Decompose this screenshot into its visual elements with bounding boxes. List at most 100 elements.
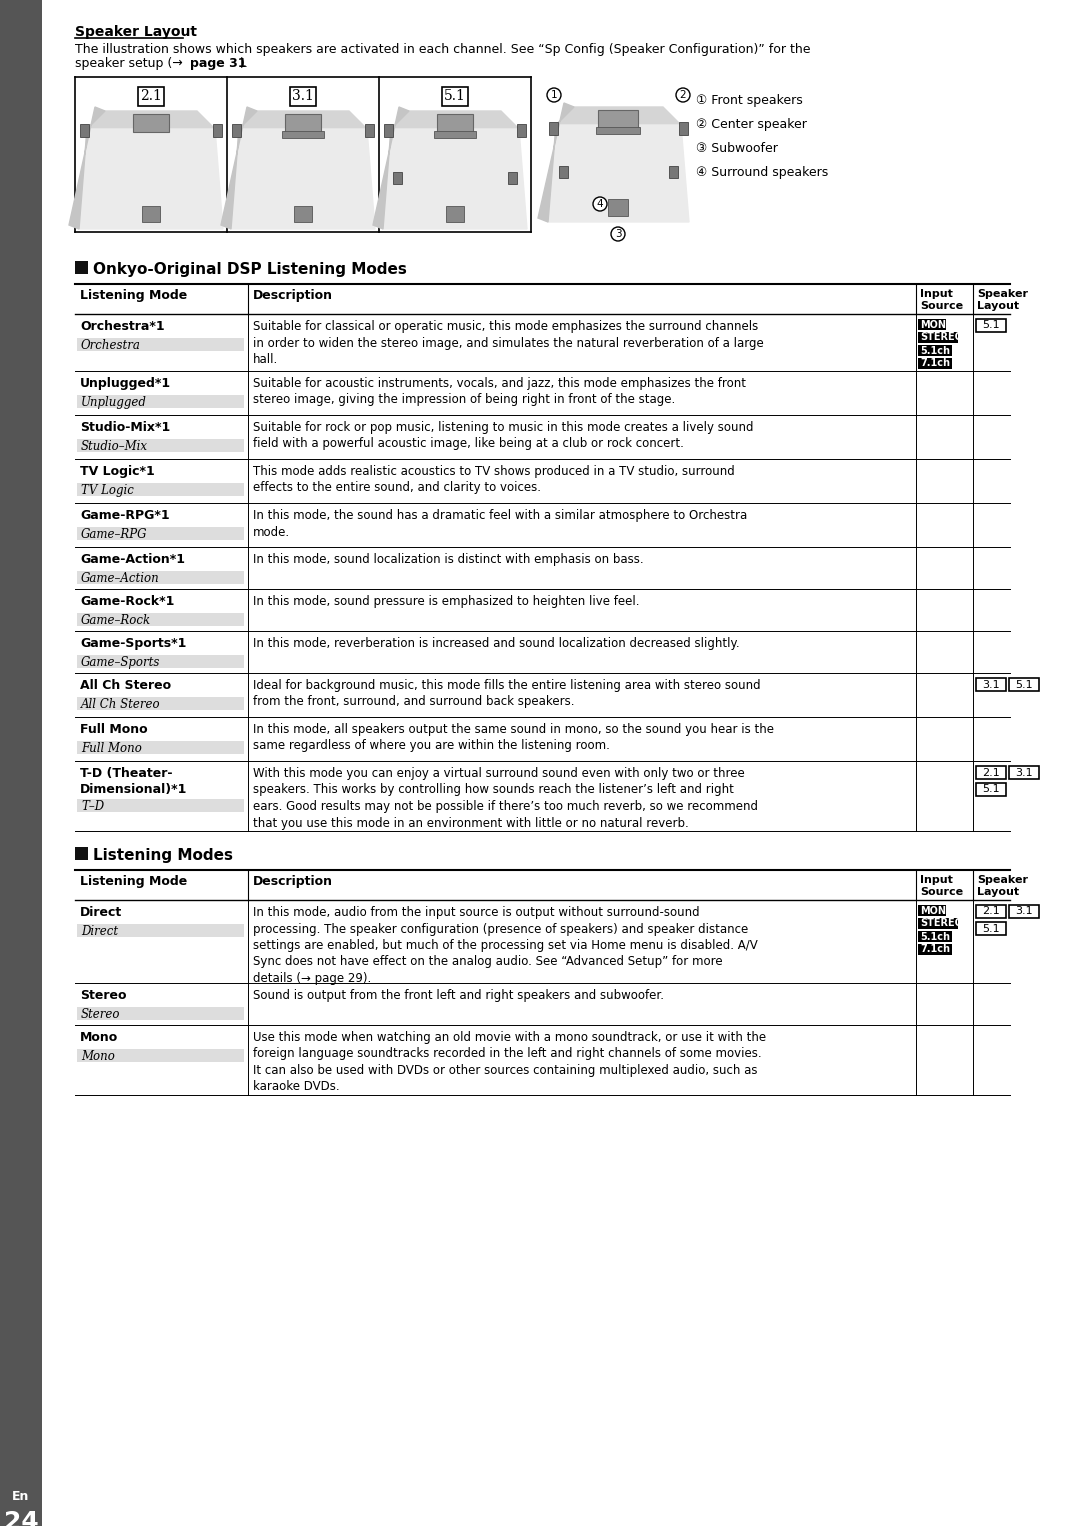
Bar bbox=[1009, 905, 1039, 919]
Text: 7.1ch: 7.1ch bbox=[920, 359, 950, 368]
Text: 3.1: 3.1 bbox=[292, 89, 314, 102]
Text: Mono: Mono bbox=[81, 1050, 114, 1064]
Bar bbox=[77, 1007, 244, 1019]
Text: T–D: T–D bbox=[81, 800, 104, 813]
Text: In this mode, sound pressure is emphasized to heighten live feel.: In this mode, sound pressure is emphasiz… bbox=[253, 595, 639, 607]
Polygon shape bbox=[221, 107, 257, 229]
Bar bbox=[77, 395, 244, 407]
Bar bbox=[517, 124, 526, 137]
Text: 24: 24 bbox=[3, 1511, 39, 1526]
Polygon shape bbox=[548, 125, 689, 221]
Bar bbox=[596, 127, 640, 134]
Bar bbox=[77, 1048, 244, 1062]
Text: Game–Sports: Game–Sports bbox=[81, 656, 160, 668]
Text: Studio-Mix*1: Studio-Mix*1 bbox=[80, 421, 171, 433]
Bar bbox=[77, 571, 244, 584]
Text: Orchestra: Orchestra bbox=[81, 339, 140, 353]
Circle shape bbox=[676, 89, 690, 102]
Text: Mono: Mono bbox=[80, 1032, 118, 1044]
Text: speaker setup (→: speaker setup (→ bbox=[75, 56, 187, 70]
Text: ② Center speaker: ② Center speaker bbox=[696, 118, 807, 131]
Text: ① Front speakers: ① Front speakers bbox=[696, 95, 802, 107]
Polygon shape bbox=[239, 111, 367, 130]
Text: Full Mono: Full Mono bbox=[81, 742, 141, 755]
Text: ③ Subwoofer: ③ Subwoofer bbox=[696, 142, 778, 156]
Bar bbox=[434, 131, 476, 137]
Bar bbox=[976, 922, 1005, 935]
Text: Speaker Layout: Speaker Layout bbox=[75, 24, 197, 40]
Bar bbox=[77, 526, 244, 540]
Text: En: En bbox=[12, 1489, 29, 1503]
Text: Onkyo-Original DSP Listening Modes: Onkyo-Original DSP Listening Modes bbox=[93, 262, 407, 278]
Text: In this mode, reverberation is increased and sound localization decreased slight: In this mode, reverberation is increased… bbox=[253, 636, 740, 650]
Text: 2: 2 bbox=[679, 90, 686, 101]
Bar bbox=[918, 345, 951, 356]
Text: page 31: page 31 bbox=[190, 56, 246, 70]
Text: Ideal for background music, this mode fills the entire listening area with stere: Ideal for background music, this mode fi… bbox=[253, 679, 760, 708]
Bar bbox=[976, 319, 1005, 333]
Bar bbox=[77, 925, 244, 937]
Text: Speaker
Layout: Speaker Layout bbox=[977, 288, 1028, 311]
Text: 5.1: 5.1 bbox=[982, 784, 1000, 795]
Text: Listening Modes: Listening Modes bbox=[93, 848, 233, 864]
Text: Sound is output from the front left and right speakers and subwoofer.: Sound is output from the front left and … bbox=[253, 989, 664, 1003]
Text: ④ Surround speakers: ④ Surround speakers bbox=[696, 166, 828, 179]
Text: T-D (Theater-
Dimensional)*1: T-D (Theater- Dimensional)*1 bbox=[80, 768, 187, 795]
Text: Use this mode when watching an old movie with a mono soundtrack, or use it with : Use this mode when watching an old movie… bbox=[253, 1032, 766, 1094]
Bar bbox=[384, 124, 393, 137]
Bar bbox=[669, 166, 678, 179]
Text: 4: 4 bbox=[596, 198, 604, 209]
Bar bbox=[0, 0, 42, 1526]
Polygon shape bbox=[391, 111, 519, 130]
Text: The illustration shows which speakers are activated in each channel. See “Sp Con: The illustration shows which speakers ar… bbox=[75, 43, 810, 56]
Bar bbox=[549, 122, 558, 134]
Polygon shape bbox=[538, 102, 573, 221]
Text: Unplugged*1: Unplugged*1 bbox=[80, 377, 171, 391]
Text: TV Logic: TV Logic bbox=[81, 484, 134, 497]
Circle shape bbox=[546, 89, 561, 102]
Bar bbox=[365, 124, 374, 137]
Text: Unplugged: Unplugged bbox=[81, 397, 147, 409]
Bar bbox=[77, 742, 244, 754]
Text: Description: Description bbox=[253, 874, 333, 888]
Text: Description: Description bbox=[253, 288, 333, 302]
Bar bbox=[77, 613, 244, 626]
Bar bbox=[918, 945, 951, 955]
Bar bbox=[1009, 766, 1039, 778]
Text: Game-Rock*1: Game-Rock*1 bbox=[80, 595, 174, 607]
Polygon shape bbox=[383, 130, 527, 229]
Bar bbox=[976, 783, 1005, 797]
Text: Game–Rock: Game–Rock bbox=[81, 613, 151, 627]
Bar bbox=[77, 655, 244, 668]
Polygon shape bbox=[87, 111, 215, 130]
Bar bbox=[976, 678, 1005, 691]
Text: Game-Action*1: Game-Action*1 bbox=[80, 552, 185, 566]
Polygon shape bbox=[373, 107, 409, 229]
Bar bbox=[77, 337, 244, 351]
Bar bbox=[918, 919, 958, 929]
Text: TV Logic*1: TV Logic*1 bbox=[80, 465, 154, 478]
Text: 2.1: 2.1 bbox=[982, 768, 1000, 778]
Text: 3: 3 bbox=[615, 229, 621, 240]
Bar bbox=[77, 484, 244, 496]
Text: 1: 1 bbox=[551, 90, 557, 101]
Text: Listening Mode: Listening Mode bbox=[80, 874, 187, 888]
Bar bbox=[559, 166, 568, 179]
Circle shape bbox=[611, 227, 625, 241]
Bar bbox=[976, 905, 1005, 919]
Bar bbox=[133, 114, 168, 133]
Polygon shape bbox=[69, 107, 105, 229]
Text: 2.1: 2.1 bbox=[982, 906, 1000, 917]
Text: 3.1: 3.1 bbox=[1015, 906, 1032, 917]
Text: Direct: Direct bbox=[81, 925, 118, 938]
Text: In this mode, all speakers output the same sound in mono, so the sound you hear : In this mode, all speakers output the sa… bbox=[253, 723, 774, 752]
Bar bbox=[80, 124, 89, 137]
Bar bbox=[976, 766, 1005, 778]
Text: Speaker
Layout: Speaker Layout bbox=[977, 874, 1028, 897]
Bar bbox=[918, 905, 946, 916]
Bar bbox=[918, 319, 946, 330]
Text: 3.1: 3.1 bbox=[982, 679, 1000, 690]
Text: Suitable for rock or pop music, listening to music in this mode creates a lively: Suitable for rock or pop music, listenin… bbox=[253, 421, 754, 450]
Text: 3.1: 3.1 bbox=[1015, 768, 1032, 778]
Text: MONO: MONO bbox=[920, 319, 955, 330]
